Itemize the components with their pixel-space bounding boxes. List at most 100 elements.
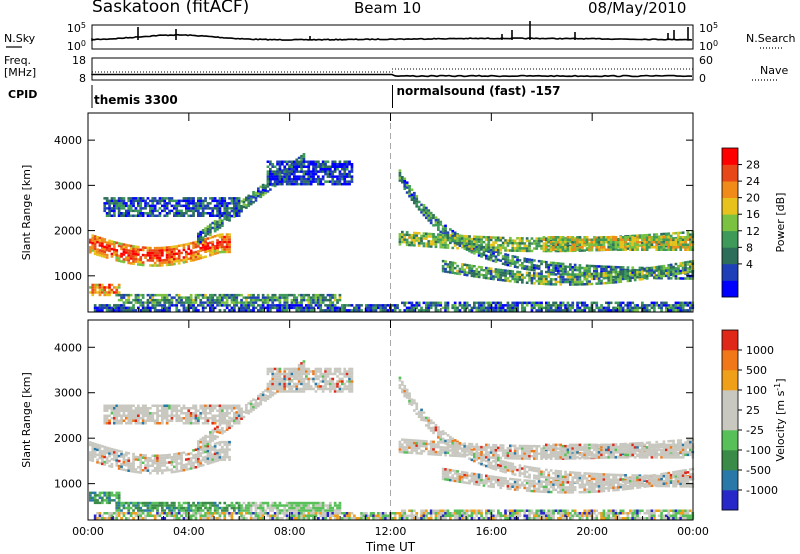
data-cell	[523, 247, 527, 250]
data-cell	[425, 301, 428, 305]
data-cell	[259, 193, 263, 196]
data-cell	[194, 448, 198, 451]
data-cell	[686, 301, 690, 305]
data-cell	[585, 277, 589, 281]
data-cell	[566, 238, 570, 241]
data-cell	[605, 270, 608, 273]
data-cell	[192, 204, 195, 208]
power-colorbar-swatch	[722, 164, 738, 182]
data-cell	[516, 247, 519, 250]
data-cell	[199, 464, 203, 468]
data-cell	[91, 244, 95, 247]
data-cell	[273, 296, 277, 299]
data-cell	[504, 239, 507, 242]
data-cell	[225, 248, 229, 251]
data-cell	[189, 452, 193, 455]
data-cell	[197, 440, 200, 443]
data-cell	[578, 275, 582, 279]
data-cell	[559, 243, 563, 246]
data-cell	[413, 236, 416, 240]
data-cell	[149, 512, 152, 515]
data-cell	[641, 306, 644, 310]
data-cell	[660, 248, 663, 251]
data-cell	[401, 181, 404, 184]
data-cell	[633, 244, 637, 247]
data-cell	[405, 191, 409, 194]
data-cell	[149, 472, 152, 475]
data-cell	[617, 304, 620, 307]
data-cell	[185, 407, 188, 410]
data-cell	[276, 306, 279, 310]
data-cell	[573, 263, 577, 267]
data-cell	[374, 306, 378, 310]
data-cell	[182, 466, 186, 469]
data-cell	[165, 407, 169, 410]
data-cell	[307, 170, 311, 173]
data-cell	[297, 170, 301, 173]
data-cell	[677, 309, 680, 312]
data-cell	[91, 442, 95, 445]
data-cell	[175, 245, 179, 248]
data-cell	[458, 270, 462, 273]
data-cell	[638, 276, 642, 280]
data-cell	[449, 268, 452, 272]
data-cell	[677, 272, 680, 275]
data-cell	[665, 236, 668, 239]
data-cell	[319, 301, 323, 304]
data-cell	[204, 199, 207, 203]
data-cell	[588, 246, 591, 249]
data-cell	[120, 450, 123, 453]
data-cell	[89, 491, 92, 495]
data-cell	[156, 249, 159, 252]
data-cell	[465, 242, 469, 245]
data-cell	[98, 254, 102, 257]
data-cell	[434, 218, 438, 222]
data-cell	[269, 182, 272, 186]
data-cell	[209, 223, 212, 227]
data-cell	[192, 241, 195, 244]
data-cell	[201, 436, 205, 440]
data-cell	[122, 212, 126, 215]
data-cell	[669, 237, 673, 240]
data-cell	[509, 239, 512, 242]
data-cell	[281, 160, 284, 163]
data-cell	[134, 214, 138, 217]
data-cell	[626, 306, 630, 310]
data-cell	[134, 255, 138, 258]
data-cell	[674, 277, 678, 280]
data-cell	[129, 469, 133, 473]
data-cell	[614, 241, 618, 244]
data-cell	[403, 304, 407, 307]
data-cell	[489, 258, 493, 262]
data-cell	[192, 246, 195, 249]
data-cell	[120, 467, 123, 471]
data-cell	[216, 212, 219, 215]
data-cell	[602, 309, 606, 312]
data-cell	[329, 296, 332, 299]
data-cell	[331, 309, 335, 312]
data-cell	[480, 243, 483, 246]
data-cell	[667, 271, 671, 274]
data-cell	[477, 251, 481, 255]
data-cell	[576, 309, 579, 312]
data-cell	[475, 267, 479, 271]
data-cell	[199, 199, 203, 203]
data-cell	[175, 306, 179, 310]
data-cell	[96, 494, 99, 497]
data-cell	[113, 250, 116, 254]
data-cell	[101, 254, 104, 258]
data-cell	[410, 301, 414, 305]
data-cell	[209, 456, 212, 460]
data-cell	[137, 263, 140, 266]
data-cell	[204, 212, 207, 215]
data-cell	[187, 245, 191, 248]
data-cell	[343, 160, 347, 163]
data-cell	[410, 196, 414, 199]
data-cell	[137, 471, 140, 474]
data-cell	[417, 244, 421, 247]
data-cell	[127, 244, 131, 247]
data-cell	[297, 160, 301, 163]
data-cell	[180, 419, 183, 422]
data-cell	[633, 306, 637, 310]
data-cell	[156, 259, 159, 262]
